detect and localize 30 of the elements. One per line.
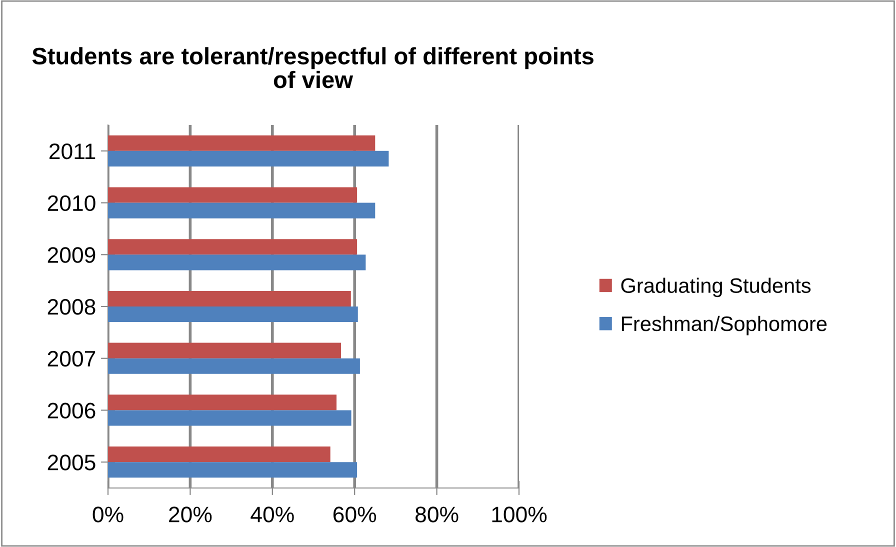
y-tick-label: 2011 — [50, 143, 96, 160]
x-tick-label: 60% — [333, 506, 376, 522]
x-tick-label: 0% — [92, 506, 124, 522]
x-tick-label: 40% — [250, 506, 294, 522]
bar — [108, 358, 360, 374]
bar — [108, 254, 366, 270]
y-tick-label: 2010 — [48, 195, 96, 212]
y-tick-label: 2006 — [48, 402, 96, 418]
bar — [108, 187, 358, 203]
x-tick-label: 20% — [169, 506, 212, 522]
legend-label: Freshman/Sophomore — [622, 316, 827, 336]
bar — [108, 150, 389, 166]
x-tick-label: 80% — [416, 506, 458, 522]
bar — [108, 135, 376, 151]
bar — [108, 446, 330, 462]
bar — [108, 410, 352, 426]
y-tick-label: 2009 — [48, 247, 96, 263]
y-tick-label: 2007 — [48, 350, 96, 367]
y-tick-label: 2005 — [48, 454, 96, 470]
y-tick-label: 2008 — [48, 299, 96, 315]
bar — [108, 306, 358, 322]
bar — [108, 202, 376, 218]
legend-label: Graduating Students — [621, 278, 811, 298]
x-tick-label: 100% — [492, 506, 547, 522]
bar — [108, 462, 358, 478]
chart-title: Students are tolerant/respectful of different points of view — [32, 47, 594, 88]
bar — [108, 239, 358, 255]
bar — [108, 342, 342, 358]
bar — [108, 394, 337, 410]
bar — [108, 290, 351, 306]
